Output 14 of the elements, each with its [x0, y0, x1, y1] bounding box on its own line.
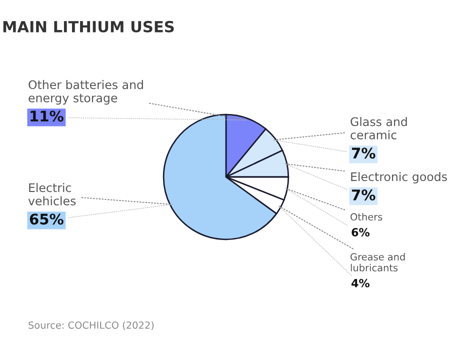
slice-label: Other batteries and energy storage	[28, 80, 143, 105]
slice-label: Others	[350, 213, 382, 221]
legend-label: Electronic goods	[351, 172, 447, 184]
slice-label: Glass and ceramic	[350, 117, 407, 140]
data-label: 7%	[352, 189, 376, 200]
slice-label: Grease and lubricants	[350, 253, 405, 272]
data-label: 4%	[352, 278, 370, 288]
data-label: 65%	[30, 214, 64, 225]
data-label: 6%	[352, 228, 370, 236]
chart-title: MAIN LITHIUM USES	[3, 20, 174, 32]
data-label: 7%	[352, 148, 376, 159]
data-label: 11%	[30, 110, 64, 122]
source-note: Source: COCHILCO (2022)	[28, 321, 154, 330]
slice-label: Electric vehicles	[28, 183, 76, 206]
